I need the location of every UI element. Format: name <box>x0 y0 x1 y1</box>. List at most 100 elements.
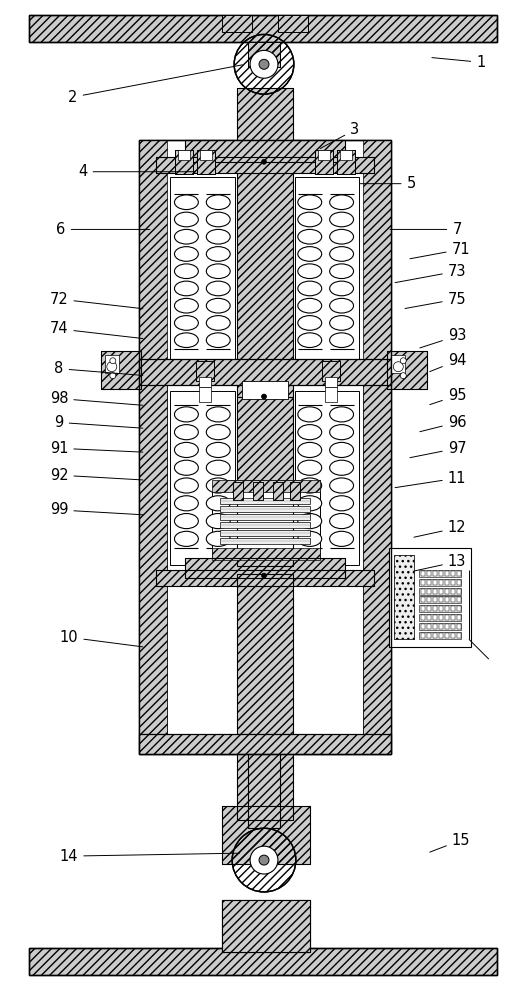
Text: 99: 99 <box>50 502 143 517</box>
Bar <box>421 571 425 576</box>
Bar <box>439 624 443 629</box>
Ellipse shape <box>175 229 198 244</box>
Bar <box>29 948 497 975</box>
Text: 97: 97 <box>410 441 466 458</box>
Bar <box>237 574 293 820</box>
Bar <box>419 579 461 586</box>
Ellipse shape <box>175 478 198 493</box>
Ellipse shape <box>175 531 198 546</box>
Bar <box>156 157 375 173</box>
Bar <box>295 391 360 565</box>
Ellipse shape <box>206 514 230 529</box>
Ellipse shape <box>330 442 353 458</box>
Bar <box>363 385 391 754</box>
Circle shape <box>110 373 116 379</box>
Bar <box>197 150 215 174</box>
Bar <box>457 571 461 576</box>
Bar <box>290 482 300 500</box>
Bar <box>199 387 211 402</box>
Bar <box>315 150 333 174</box>
Text: 72: 72 <box>50 292 143 309</box>
Bar <box>178 150 190 160</box>
Bar <box>439 615 443 620</box>
Bar <box>439 580 443 585</box>
Ellipse shape <box>330 264 353 279</box>
Bar <box>139 734 391 754</box>
Bar <box>427 589 431 594</box>
Ellipse shape <box>298 247 322 261</box>
Bar <box>322 361 340 381</box>
Ellipse shape <box>330 298 353 313</box>
Bar <box>237 574 293 820</box>
Circle shape <box>261 394 267 399</box>
Bar <box>394 555 414 639</box>
Ellipse shape <box>175 195 198 210</box>
Bar <box>451 624 455 629</box>
Bar <box>248 570 280 757</box>
Bar <box>220 538 310 544</box>
Bar <box>253 482 263 500</box>
Bar <box>318 150 330 160</box>
Text: 6: 6 <box>57 222 150 237</box>
Bar <box>139 140 167 754</box>
Text: 75: 75 <box>405 292 466 309</box>
Text: 8: 8 <box>54 361 143 376</box>
Bar <box>176 150 194 174</box>
Bar <box>186 140 344 162</box>
Bar <box>220 530 310 536</box>
Bar <box>427 606 431 611</box>
Ellipse shape <box>298 407 322 422</box>
Bar <box>419 623 461 630</box>
Circle shape <box>259 855 269 865</box>
Bar <box>427 580 431 585</box>
Bar <box>433 633 437 638</box>
Bar <box>427 624 431 629</box>
Ellipse shape <box>330 531 353 546</box>
Bar <box>196 361 214 381</box>
Bar <box>156 570 375 586</box>
Bar <box>248 42 280 67</box>
Ellipse shape <box>206 298 230 313</box>
Bar <box>105 355 119 373</box>
Bar <box>419 605 461 612</box>
Text: 96: 96 <box>420 415 466 432</box>
Ellipse shape <box>175 442 198 458</box>
Bar <box>439 589 443 594</box>
Ellipse shape <box>175 264 198 279</box>
Bar <box>139 385 167 754</box>
Ellipse shape <box>298 425 322 440</box>
Ellipse shape <box>206 247 230 261</box>
Ellipse shape <box>206 496 230 511</box>
Bar <box>457 606 461 611</box>
Bar <box>439 633 443 638</box>
Bar <box>336 150 354 174</box>
Bar <box>433 589 437 594</box>
Bar <box>233 482 243 500</box>
Bar <box>336 150 354 174</box>
Bar <box>457 633 461 638</box>
Text: 11: 11 <box>395 471 466 488</box>
Ellipse shape <box>206 264 230 279</box>
Bar <box>421 589 425 594</box>
Text: 74: 74 <box>50 321 143 339</box>
Bar <box>427 571 431 576</box>
Bar <box>427 597 431 602</box>
Bar <box>233 482 243 500</box>
Ellipse shape <box>175 247 198 261</box>
Bar <box>322 361 340 381</box>
Text: 95: 95 <box>430 388 466 405</box>
Text: 13: 13 <box>414 554 466 571</box>
Bar <box>394 555 414 639</box>
Ellipse shape <box>330 281 353 296</box>
Ellipse shape <box>206 442 230 458</box>
Bar <box>170 391 235 565</box>
Text: 14: 14 <box>60 849 239 864</box>
Bar <box>325 377 336 387</box>
Circle shape <box>250 50 278 78</box>
Ellipse shape <box>298 195 322 210</box>
Bar <box>139 140 391 754</box>
Text: 98: 98 <box>50 391 143 406</box>
Bar <box>248 42 280 67</box>
Bar <box>248 754 280 828</box>
Bar <box>220 514 310 520</box>
